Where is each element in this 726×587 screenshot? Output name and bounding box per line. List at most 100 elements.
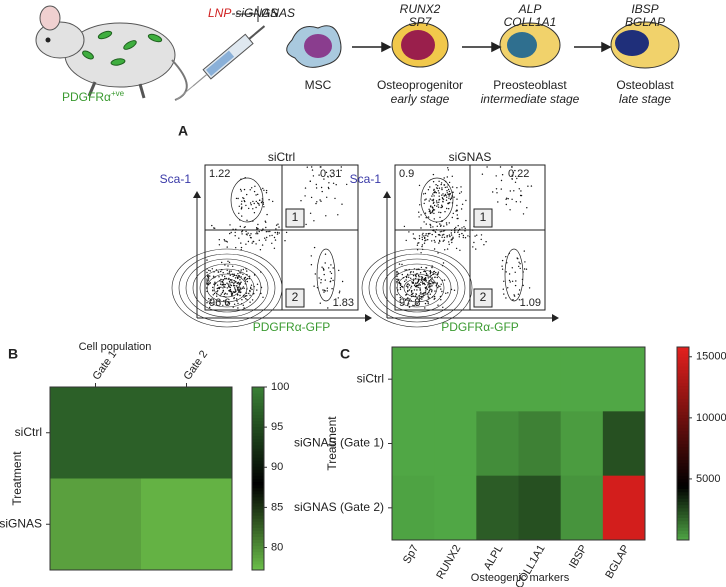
event-dot	[523, 285, 524, 286]
event-dot	[220, 287, 221, 288]
colorbar-segment	[252, 457, 264, 461]
event-dot	[448, 169, 449, 170]
event-dot	[430, 227, 431, 228]
event-dot	[419, 287, 420, 288]
colorbar-segment	[252, 475, 264, 479]
colorbar-tick-label: 100	[271, 381, 289, 393]
event-dot	[261, 230, 262, 231]
colorbar-segment	[677, 389, 689, 393]
event-dot	[439, 223, 440, 224]
event-dot	[227, 261, 228, 262]
colorbar-segment	[252, 530, 264, 534]
colorbar-segment	[677, 398, 689, 402]
event-dot	[425, 288, 426, 289]
x-axis-title: Cell population	[79, 341, 152, 353]
colorbar-segment	[252, 466, 264, 470]
event-dot	[496, 175, 497, 176]
event-dot	[405, 279, 406, 280]
event-dot	[229, 272, 230, 273]
event-dot	[434, 218, 435, 219]
event-dot	[312, 169, 313, 170]
event-dot	[341, 204, 342, 205]
event-dot	[311, 197, 312, 198]
event-dot	[434, 248, 435, 249]
event-dot	[436, 200, 437, 201]
event-dot	[444, 184, 445, 185]
event-dot	[449, 194, 450, 195]
colorbar-segment	[252, 536, 264, 540]
event-dot	[509, 273, 510, 274]
event-dot	[310, 181, 311, 182]
event-dot	[442, 307, 443, 308]
colorbar-segment	[677, 392, 689, 396]
event-dot	[208, 270, 209, 271]
event-dot	[441, 189, 442, 190]
event-dot	[311, 166, 312, 167]
colorbar-segment	[252, 552, 264, 556]
event-dot	[438, 199, 439, 200]
event-dot	[211, 225, 212, 226]
event-dot	[241, 233, 242, 234]
event-dot	[241, 208, 242, 209]
event-dot	[425, 290, 426, 291]
event-dot	[515, 272, 516, 273]
panel-label: B	[8, 346, 18, 362]
colorbar-segment	[252, 512, 264, 516]
contour	[317, 249, 335, 301]
y-axis-label: Sca-1	[160, 172, 192, 186]
colorbar-segment	[252, 521, 264, 525]
event-dot	[244, 189, 245, 190]
event-dot	[437, 252, 438, 253]
event-dot	[447, 176, 448, 177]
event-dot	[237, 294, 238, 295]
event-dot	[256, 289, 257, 290]
heat-cell	[476, 476, 519, 541]
event-dot	[223, 283, 224, 284]
arrow-head	[383, 191, 391, 198]
event-dot	[519, 263, 520, 264]
event-dot	[425, 267, 426, 268]
event-dot	[430, 225, 431, 226]
event-dot	[440, 226, 441, 227]
event-dot	[483, 244, 484, 245]
event-dot	[451, 230, 452, 231]
event-dot	[441, 205, 442, 206]
event-dot	[510, 190, 511, 191]
colorbar-segment	[677, 421, 689, 425]
colorbar-segment	[252, 396, 264, 400]
event-dot	[229, 224, 230, 225]
colorbar-segment	[677, 469, 689, 473]
event-dot	[330, 264, 331, 265]
event-dot	[485, 241, 486, 242]
heat-cell	[392, 347, 435, 412]
event-dot	[458, 225, 459, 226]
colorbar-segment	[252, 546, 264, 550]
event-dot	[419, 238, 420, 239]
event-dot	[407, 274, 408, 275]
event-dot	[430, 273, 431, 274]
event-dot	[443, 262, 444, 263]
event-dot	[433, 210, 434, 211]
event-dot	[246, 270, 247, 271]
colorbar-segment	[252, 442, 264, 446]
event-dot	[467, 235, 468, 236]
colorbar-segment	[677, 460, 689, 464]
event-dot	[214, 282, 215, 283]
event-dot	[251, 289, 252, 290]
colorbar-segment	[677, 376, 689, 380]
event-dot	[241, 201, 242, 202]
event-dot	[432, 283, 433, 284]
event-dot	[217, 285, 218, 286]
event-dot	[465, 200, 466, 201]
colorbar-segment	[252, 497, 264, 501]
event-dot	[439, 235, 440, 236]
event-dot	[238, 238, 239, 239]
stage-name: Osteoblast	[616, 78, 674, 92]
colorbar-segment	[252, 427, 264, 431]
event-dot	[223, 272, 224, 273]
event-dot	[258, 203, 259, 204]
event-dot	[524, 261, 525, 262]
event-dot	[400, 289, 401, 290]
event-dot	[429, 210, 430, 211]
